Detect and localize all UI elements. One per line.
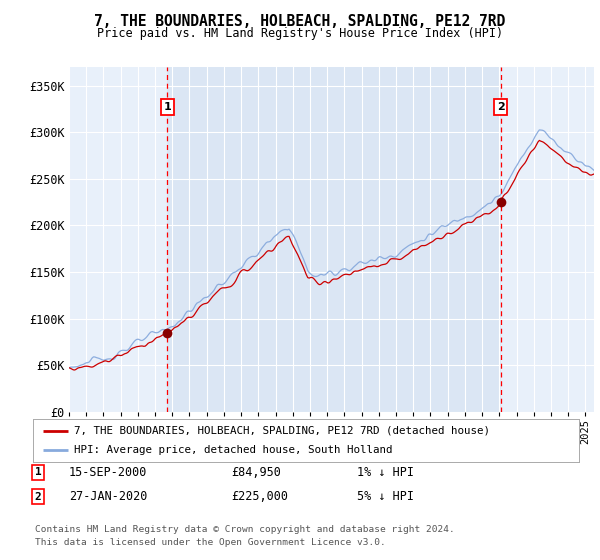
Text: This data is licensed under the Open Government Licence v3.0.: This data is licensed under the Open Gov… — [35, 538, 386, 547]
Text: 1% ↓ HPI: 1% ↓ HPI — [357, 465, 414, 479]
Text: £225,000: £225,000 — [231, 490, 288, 503]
Bar — [167, 67, 500, 412]
Text: 2: 2 — [35, 492, 41, 502]
Text: Price paid vs. HM Land Registry's House Price Index (HPI): Price paid vs. HM Land Registry's House … — [97, 27, 503, 40]
Text: 1: 1 — [35, 467, 41, 477]
Text: 5% ↓ HPI: 5% ↓ HPI — [357, 490, 414, 503]
Text: 2: 2 — [497, 102, 505, 112]
Text: HPI: Average price, detached house, South Holland: HPI: Average price, detached house, Sout… — [74, 445, 392, 455]
Text: 7, THE BOUNDARIES, HOLBEACH, SPALDING, PE12 7RD: 7, THE BOUNDARIES, HOLBEACH, SPALDING, P… — [94, 14, 506, 29]
Text: 7, THE BOUNDARIES, HOLBEACH, SPALDING, PE12 7RD (detached house): 7, THE BOUNDARIES, HOLBEACH, SPALDING, P… — [74, 426, 490, 436]
Text: Contains HM Land Registry data © Crown copyright and database right 2024.: Contains HM Land Registry data © Crown c… — [35, 525, 455, 534]
Text: £84,950: £84,950 — [231, 465, 281, 479]
Text: 1: 1 — [163, 102, 171, 112]
Text: 15-SEP-2000: 15-SEP-2000 — [69, 465, 148, 479]
Text: 27-JAN-2020: 27-JAN-2020 — [69, 490, 148, 503]
